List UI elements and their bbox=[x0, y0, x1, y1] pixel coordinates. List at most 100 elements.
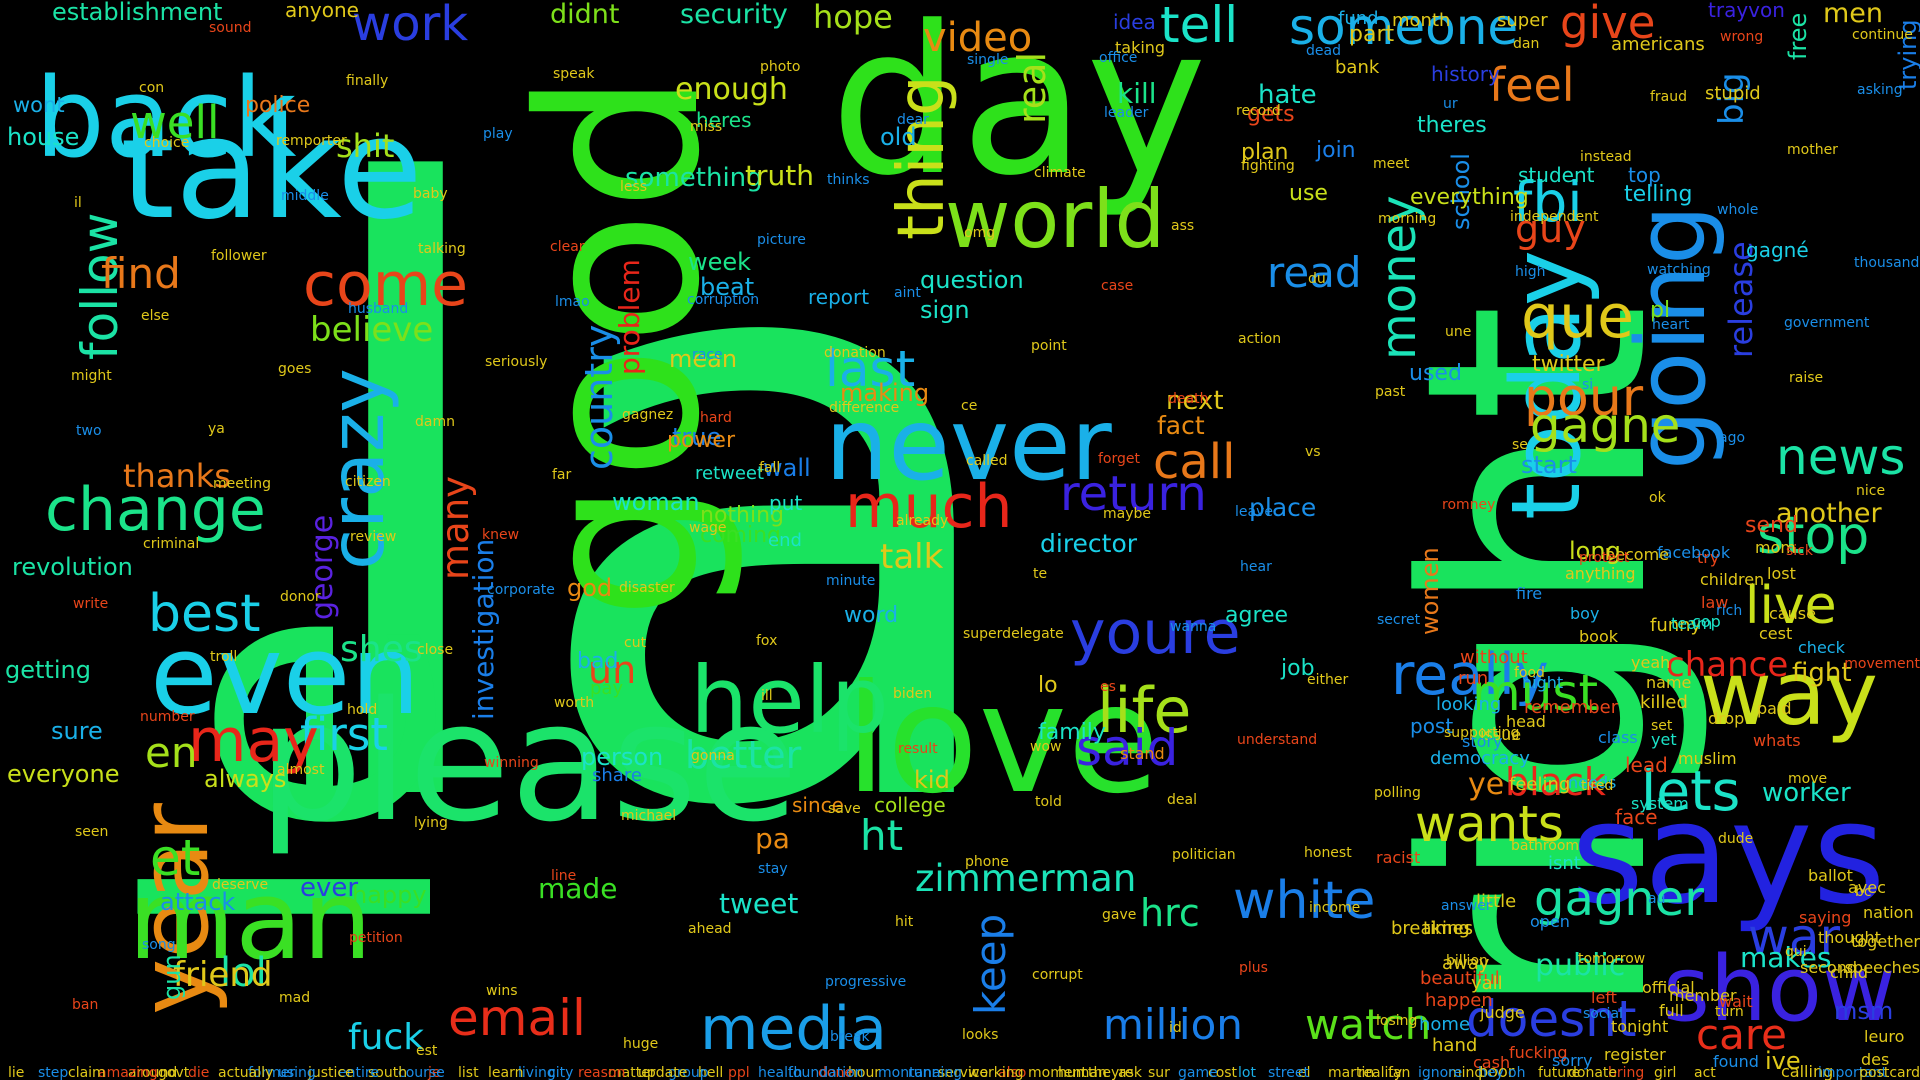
word-401: either bbox=[1307, 672, 1349, 688]
word-154: part bbox=[1349, 22, 1395, 47]
word-126: made bbox=[538, 872, 618, 905]
word-352: choice bbox=[144, 135, 190, 151]
word-190: job bbox=[1281, 656, 1315, 681]
word-465: progressive bbox=[825, 974, 907, 990]
word-132: getting bbox=[5, 656, 91, 684]
word-87: hope bbox=[813, 0, 893, 36]
word-176: true bbox=[672, 423, 722, 451]
word-172: end bbox=[768, 530, 802, 551]
word-374: du bbox=[1308, 271, 1326, 287]
word-264: ballot bbox=[1808, 866, 1853, 885]
word-173: put bbox=[769, 491, 803, 515]
word-255: official bbox=[1642, 978, 1695, 997]
word-317: entire bbox=[338, 1065, 379, 1080]
word-456: romney bbox=[1442, 497, 1496, 513]
word-462: lying bbox=[414, 815, 448, 831]
word-8: back bbox=[35, 54, 297, 182]
word-467: office bbox=[1099, 50, 1138, 66]
word-185: share bbox=[592, 765, 642, 786]
word-408: est bbox=[416, 1043, 438, 1059]
word-494: forget bbox=[1098, 451, 1140, 467]
word-268: speeches bbox=[1844, 958, 1920, 977]
word-57: wants bbox=[1415, 795, 1564, 853]
word-464: ahead bbox=[688, 921, 732, 937]
word-134: everyone bbox=[7, 760, 120, 788]
word-267: together bbox=[1851, 932, 1920, 951]
word-163: idea bbox=[1113, 10, 1156, 34]
word-311: living bbox=[518, 1065, 556, 1080]
word-421: hold bbox=[347, 702, 378, 718]
word-94: police bbox=[245, 93, 311, 118]
word-333: fighting bbox=[1241, 158, 1295, 174]
word-171: god bbox=[567, 574, 613, 602]
word-319: using bbox=[278, 1065, 316, 1080]
word-376: si bbox=[1582, 377, 1594, 393]
word-64: problem bbox=[613, 259, 646, 375]
word-343: ill bbox=[761, 688, 773, 704]
word-77: fuck bbox=[348, 1017, 425, 1058]
word-82: talk bbox=[880, 537, 944, 577]
word-392: il bbox=[74, 195, 82, 211]
word-291: ask bbox=[1118, 1065, 1142, 1080]
word-272: important bbox=[1818, 1065, 1888, 1080]
word-231: system bbox=[1631, 794, 1689, 813]
word-331: single bbox=[967, 52, 1009, 68]
word-440: es bbox=[1100, 679, 1116, 695]
word-481: deal bbox=[1167, 792, 1197, 808]
word-237: open bbox=[1530, 912, 1570, 931]
word-233: paid bbox=[1757, 699, 1792, 718]
word-321: actually bbox=[218, 1065, 274, 1080]
word-444: au bbox=[1648, 891, 1666, 907]
word-367: petition bbox=[349, 930, 403, 946]
word-68: find bbox=[101, 249, 181, 298]
word-393: follower bbox=[211, 248, 267, 264]
word-110: men bbox=[1823, 0, 1884, 29]
word-215: name bbox=[1646, 673, 1692, 692]
word-412: omg bbox=[964, 225, 996, 241]
word-402: supporting bbox=[1444, 725, 1520, 741]
word-301: done bbox=[818, 1065, 853, 1080]
word-425: hit bbox=[895, 914, 914, 930]
word-354: talking bbox=[418, 241, 466, 257]
word-249: cash bbox=[1473, 1053, 1511, 1072]
word-373: ass bbox=[1171, 218, 1195, 234]
word-386: gave bbox=[1102, 907, 1137, 923]
word-14: world bbox=[945, 173, 1166, 266]
word-70: may bbox=[188, 706, 319, 776]
word-217: cop bbox=[1692, 612, 1721, 631]
word-379: criminal bbox=[143, 536, 200, 552]
word-433: else bbox=[141, 308, 170, 324]
word-29: youre bbox=[1070, 598, 1241, 668]
word-245: away bbox=[1442, 953, 1490, 974]
word-449: play bbox=[483, 126, 513, 142]
word-307: update bbox=[638, 1065, 688, 1080]
word-229: yet bbox=[1651, 730, 1677, 749]
word-135: always bbox=[204, 765, 287, 793]
word-424: stay bbox=[758, 861, 788, 877]
word-380: donor bbox=[280, 589, 321, 605]
word-168: woman bbox=[612, 488, 700, 516]
word-452: aint bbox=[894, 285, 921, 301]
word-263: saying bbox=[1799, 908, 1852, 927]
word-463: line bbox=[551, 868, 577, 884]
word-395: seriously bbox=[485, 354, 548, 370]
word-296: working bbox=[968, 1065, 1024, 1080]
word-35: read bbox=[1267, 248, 1362, 297]
word-334: morning bbox=[1378, 211, 1437, 227]
word-226: book bbox=[1579, 627, 1618, 646]
word-437: wage bbox=[689, 520, 727, 536]
word-295: also bbox=[998, 1065, 1027, 1080]
word-39: well bbox=[130, 96, 220, 149]
word-478: fox bbox=[756, 633, 778, 649]
word-309: reason bbox=[578, 1065, 626, 1080]
word-405: bc bbox=[1855, 884, 1872, 900]
word-414: action bbox=[1238, 331, 1282, 347]
word-0: la bbox=[290, 22, 1030, 988]
word-120: worker bbox=[1762, 778, 1851, 808]
word-219: children bbox=[1700, 570, 1765, 589]
word-67: believe bbox=[310, 310, 434, 350]
word-214: yeah bbox=[1631, 653, 1671, 672]
word-56: keep bbox=[966, 913, 1015, 1015]
word-256: full bbox=[1659, 1001, 1684, 1020]
word-45: stop bbox=[1757, 506, 1870, 566]
